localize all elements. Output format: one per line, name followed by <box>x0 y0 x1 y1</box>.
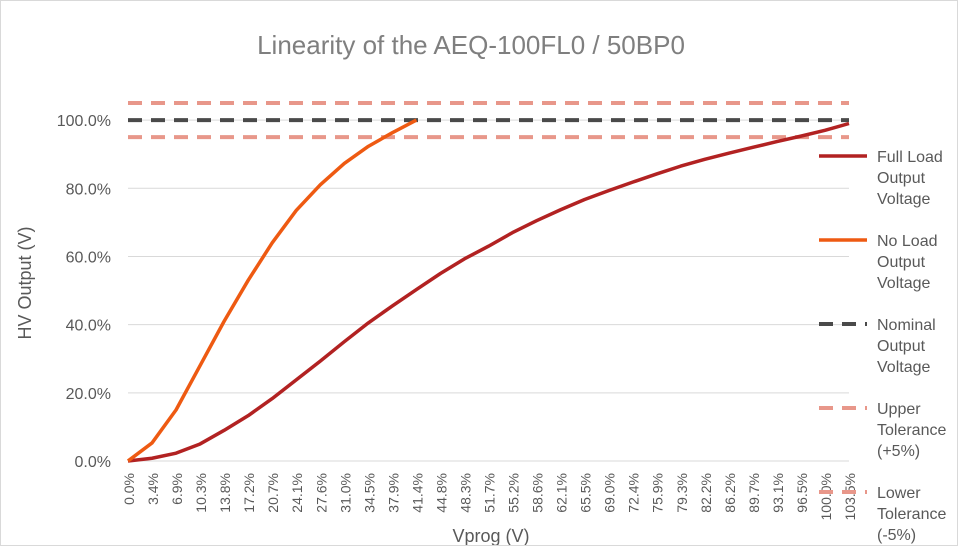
x-tick-label: 89.7% <box>746 473 762 513</box>
x-tick-label: 13.8% <box>217 473 233 513</box>
legend-label: Output <box>877 254 926 271</box>
x-tick-label: 20.7% <box>265 473 281 513</box>
chart-title: Linearity of the AEQ-100FL0 / 50BP0 <box>257 30 685 60</box>
y-tick-label: 40.0% <box>66 318 111 335</box>
x-tick-label: 34.5% <box>361 473 377 513</box>
x-tick-label: 58.6% <box>530 473 546 513</box>
x-tick-label: 31.0% <box>337 473 353 513</box>
x-tick-label: 65.5% <box>578 473 594 513</box>
x-tick-label: 41.4% <box>409 473 425 513</box>
legend-label: (-5%) <box>877 527 916 544</box>
x-tick-label: 10.3% <box>193 473 209 513</box>
series-layer <box>126 101 850 463</box>
x-tick-label: 44.8% <box>433 473 449 513</box>
x-tick-label: 69.0% <box>602 473 618 513</box>
x-tick-label: 6.9% <box>169 473 185 505</box>
x-tick-label: 0.0% <box>121 473 137 505</box>
legend-label: Upper <box>877 401 921 418</box>
legend-label: Lower <box>877 485 921 502</box>
legend-label: Nominal <box>877 317 936 334</box>
x-tick-label: 51.7% <box>482 473 498 513</box>
y-tick-labels: 0.0% 20.0% 40.0% 60.0% 80.0% 100.0% <box>57 113 111 471</box>
x-tick-label: 82.2% <box>698 473 714 513</box>
legend-label: Output <box>877 170 926 187</box>
x-tick-label: 27.6% <box>313 473 329 513</box>
series-line-1 <box>127 121 850 463</box>
legend-label: Voltage <box>877 191 930 208</box>
y-tick-label: 80.0% <box>66 181 111 198</box>
x-tick-label: 103.5% <box>842 473 858 520</box>
x-tick-label: 75.9% <box>650 473 666 513</box>
legend-label: Tolerance <box>877 506 946 523</box>
legend-label: No Load <box>877 233 938 250</box>
x-tick-label: 17.2% <box>241 473 257 513</box>
x-tick-label: 3.4% <box>145 473 161 505</box>
y-tick-label: 20.0% <box>66 386 111 403</box>
x-tick-label: 86.2% <box>722 473 738 513</box>
legend-label: Output <box>877 338 926 355</box>
y-tick-label: 60.0% <box>66 249 111 266</box>
x-tick-label: 96.5% <box>794 473 810 513</box>
y-tick-label: 100.0% <box>57 113 111 130</box>
x-axis-label: Vprog (V) <box>452 526 529 545</box>
y-axis-label: HV Output (V) <box>15 226 35 339</box>
x-tick-label: 37.9% <box>385 473 401 513</box>
legend-label: Tolerance <box>877 422 946 439</box>
x-tick-label: 79.3% <box>674 473 690 513</box>
x-tick-label: 24.1% <box>289 473 305 513</box>
grid-layer <box>128 119 849 462</box>
legend-label: Full Load <box>877 149 943 166</box>
x-tick-label: 48.3% <box>457 473 473 513</box>
x-tick-label: 93.1% <box>770 473 786 513</box>
legend-label: (+5%) <box>877 443 920 460</box>
legend-label: Voltage <box>877 275 930 292</box>
legend: Full Load Output Voltage No Load Output Volta… <box>819 149 946 544</box>
y-tick-label: 0.0% <box>75 454 111 471</box>
x-tick-label: 55.2% <box>506 473 522 513</box>
x-tick-labels: 0.0% 3.4% 6.9% 10.3% 13.8% 17.2% 20.7% 24.1% 27.… <box>121 473 858 520</box>
legend-label: Voltage <box>877 359 930 376</box>
x-tick-label: 100.0% <box>818 473 834 520</box>
x-tick-label: 72.4% <box>626 473 642 513</box>
series-line-2 <box>126 118 418 463</box>
x-tick-label: 62.1% <box>554 473 570 513</box>
